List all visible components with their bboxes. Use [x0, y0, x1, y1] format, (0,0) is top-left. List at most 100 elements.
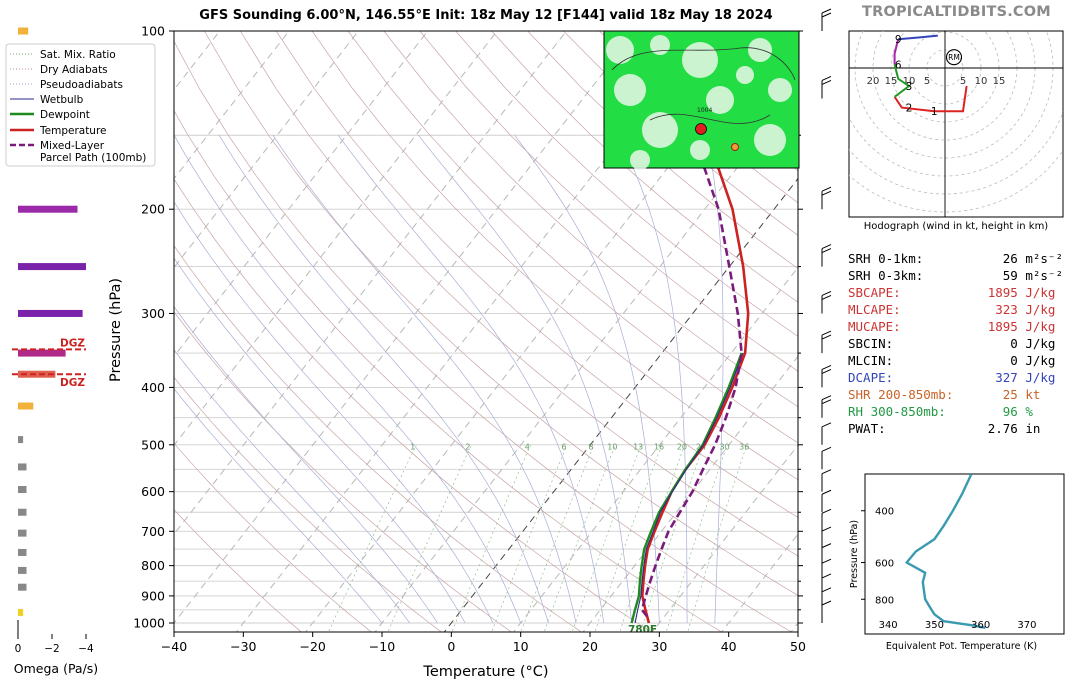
- omega-bar: [18, 205, 78, 213]
- storm-motion-label: RM: [948, 53, 960, 62]
- dry-adiabat: [174, 110, 723, 632]
- omega-bar: [18, 508, 27, 516]
- inset-map-cloud: [690, 140, 710, 160]
- wind-barb: [821, 8, 832, 31]
- wind-barb-flag: [821, 489, 832, 495]
- omega-tick-label: −4: [78, 643, 94, 655]
- mixing-ratio-line: [328, 444, 417, 632]
- wind-barb-flag: [821, 399, 832, 405]
- theta-e-x-tick-label: 360: [971, 620, 990, 631]
- omega-bar: [18, 486, 27, 494]
- inset-map-cloud: [706, 86, 734, 114]
- isotherm-line: [174, 31, 567, 535]
- omega-bar: [18, 402, 34, 410]
- mixing-ratio-line: [387, 444, 472, 632]
- location-marker: [695, 123, 707, 135]
- mixing-ratio-line: [665, 444, 728, 632]
- hodograph-ring-label: 10: [975, 76, 988, 87]
- pseudoadiabat: [174, 306, 438, 624]
- mixing-ratio-line: [619, 444, 686, 632]
- surface-temp-label: 780F: [628, 624, 657, 636]
- x-tick-label: 30: [651, 639, 667, 654]
- theta-e-line: [904, 474, 986, 629]
- stat-value: 59 m²s⁻²: [980, 268, 1063, 283]
- dry-adiabat: [204, 31, 798, 596]
- pseudoadiabat: [174, 349, 410, 624]
- omega-axis-label: Omega (Pa/s): [14, 661, 98, 676]
- inset-map-cloud: [606, 36, 634, 64]
- hodograph-plot: 20 15 10 5 5 10 15 1 2 36 9 RM: [849, 31, 1063, 217]
- hodograph-height-label: 2: [906, 103, 913, 115]
- omega-bar: [18, 436, 24, 444]
- isotherm-line: [174, 31, 637, 624]
- wind-barb-flag: [821, 12, 832, 18]
- stat-label: RH 300-850mb:: [848, 404, 946, 419]
- mixing-ratio-line: [543, 444, 616, 632]
- y-tick-label: 500: [141, 437, 165, 452]
- mixing-ratio-label: 20: [677, 442, 687, 451]
- wind-barb: [821, 395, 832, 418]
- pseudoadiabat: [174, 257, 466, 624]
- pseudoadiabat: [337, 134, 605, 624]
- series-wetbulb: [634, 352, 744, 624]
- wind-barb-flag: [821, 422, 832, 428]
- stat-row: RH 300-850mb: 96 %: [848, 403, 1063, 420]
- stat-row: MLCIN: 0 J/kg: [848, 352, 1063, 369]
- dry-adiabat: [347, 31, 798, 444]
- stat-label: MLCAPE:: [848, 302, 901, 317]
- hodograph-height-label: 9: [895, 34, 902, 46]
- omega-bar: [18, 309, 83, 317]
- chart-title: GFS Sounding 6.00°N, 146.55°E Init: 18z …: [199, 8, 773, 23]
- wind-barb: [821, 508, 832, 532]
- mixing-ratio-label: 13: [633, 442, 643, 451]
- omega-bar: [18, 263, 86, 271]
- stat-label: MUCAPE:: [848, 319, 901, 334]
- theta-e-y-tick-label: 400: [875, 507, 894, 518]
- y-tick-label: 200: [141, 202, 165, 217]
- storm-motion-marker: [945, 49, 963, 66]
- inset-map-cloud: [748, 38, 772, 62]
- wind-barb: [821, 422, 832, 445]
- hodograph-ring-label: 15: [993, 76, 1006, 87]
- hodograph-ring-label: 5: [960, 76, 966, 87]
- dry-adiabat: [174, 442, 372, 632]
- dry-adiabat: [311, 31, 798, 481]
- isotherm-line: [174, 31, 429, 358]
- hodograph-height-label: 6: [895, 59, 902, 71]
- x-tick-label: 50: [790, 639, 806, 654]
- site-brand: TROPICALTIDBITS.COM: [862, 4, 1051, 20]
- inset-map-cloud: [614, 74, 646, 106]
- wind-barb-flag: [821, 334, 832, 340]
- hodograph-height-label: 3: [906, 81, 913, 93]
- wind-barb: [821, 290, 832, 314]
- inset-map-cloud: [642, 112, 678, 148]
- y-tick-label: 900: [141, 588, 165, 603]
- stat-label: MLCIN:: [848, 353, 894, 368]
- wind-barb-flag: [821, 446, 832, 452]
- mixing-ratio-label: 1: [410, 442, 415, 451]
- y-tick-label: 300: [141, 306, 165, 321]
- stat-row: SRH 0-1km: 26 m²s⁻²: [848, 250, 1063, 267]
- legend-label: Dewpoint: [40, 109, 90, 121]
- legend-label: Wetbulb: [40, 94, 84, 106]
- wind-barb: [821, 364, 832, 388]
- plot-frame: [173, 30, 799, 633]
- y-tick-label: 1000: [133, 616, 165, 631]
- x-tick-label: 10: [513, 639, 529, 654]
- mixing-ratio-label: 4: [525, 442, 530, 451]
- x-tick-label: 40: [721, 639, 737, 654]
- legend-label: Dry Adiabats: [40, 64, 108, 76]
- y-tick-label: 700: [141, 524, 165, 539]
- x-tick-label: −20: [299, 639, 325, 654]
- hodograph-0-3km: [893, 85, 968, 113]
- dgz-label: DGZ: [60, 337, 85, 349]
- legend-label: Pseudoadiabats: [40, 79, 123, 91]
- theta-e-x-tick-label: 340: [879, 620, 898, 631]
- hodograph-6-9km: [893, 38, 900, 65]
- series-dewpoint: [630, 352, 743, 624]
- theta-e-x-tick-label: 370: [1017, 620, 1036, 631]
- inset-map-label: 1004: [697, 107, 712, 114]
- theta-e-y-tick-label: 600: [875, 559, 894, 570]
